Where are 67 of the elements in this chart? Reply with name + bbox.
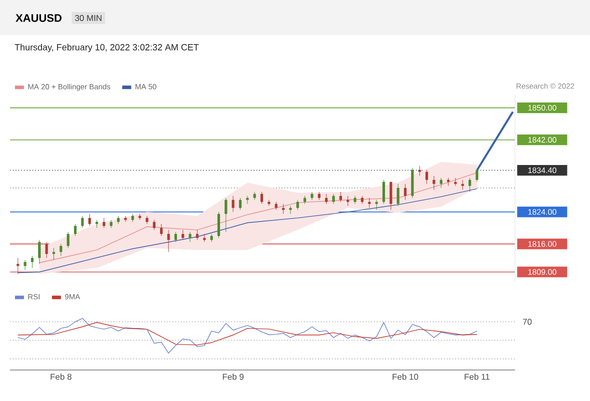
candlestick — [210, 234, 213, 242]
candlestick — [16, 258, 20, 274]
candlestick — [432, 176, 436, 190]
candlestick — [74, 224, 77, 236]
candlestick — [296, 200, 299, 210]
candlestick — [217, 212, 220, 238]
candlestick — [160, 224, 163, 236]
text: Thursday, February 10, 2022 3:02:32 AM CET — [14, 44, 199, 52]
x-tick-label: Feb 10 — [392, 374, 418, 380]
candlestick — [182, 230, 184, 240]
candlestick — [30, 256, 34, 268]
x-tick-label: Feb 11 — [464, 374, 490, 380]
candlestick — [339, 192, 342, 202]
candlestick — [282, 204, 285, 214]
y-tick-label: 1850.00 — [528, 104, 556, 111]
candlestick — [224, 198, 228, 232]
candlestick — [232, 196, 234, 212]
candlestick — [425, 170, 428, 184]
candlestick — [440, 178, 442, 188]
candlestick — [418, 166, 421, 176]
candlestick — [38, 240, 41, 264]
candlestick — [375, 200, 378, 210]
candlestick — [382, 180, 386, 204]
candlestick — [124, 216, 127, 222]
candlestick — [238, 198, 242, 210]
candlestick — [102, 218, 106, 228]
candlestick — [396, 184, 400, 206]
candlestick — [289, 206, 292, 214]
chart-subtitle: 30 MIN — [75, 14, 102, 21]
candlestick — [246, 196, 249, 204]
candlestick — [24, 260, 26, 270]
candlestick — [188, 232, 192, 242]
candlestick — [66, 232, 70, 248]
candlestick — [152, 220, 156, 230]
candlestick — [461, 180, 464, 190]
y-tick-label: 1834.40 — [528, 167, 556, 174]
candlestick — [454, 178, 457, 186]
candlestick — [146, 216, 148, 224]
candlestick — [404, 184, 407, 200]
candlestick — [346, 196, 350, 206]
text: 70 — [522, 318, 532, 325]
candlestick — [468, 178, 472, 192]
candlestick — [81, 216, 84, 228]
candlestick — [310, 192, 314, 200]
y-tick-label: 1809.00 — [528, 269, 556, 275]
y-tick-label: 1816.00 — [528, 241, 556, 247]
candlestick — [167, 230, 170, 252]
candlestick — [52, 248, 56, 260]
candlestick — [354, 196, 356, 204]
candlestick — [390, 182, 392, 210]
x-tick-label: Feb 9 — [222, 374, 244, 380]
candlestick — [196, 230, 199, 240]
line-series — [18, 188, 478, 274]
candlestick — [260, 192, 264, 204]
y-tick-label: 1824.00 — [528, 209, 556, 215]
chart-title: XAUUSD — [16, 14, 62, 22]
x-tick-label: Feb 8 — [50, 374, 72, 380]
candlestick — [88, 214, 91, 226]
candlestick — [332, 194, 335, 204]
candlestick — [174, 232, 178, 242]
candlestick — [368, 198, 371, 208]
candlestick — [325, 194, 328, 204]
candlestick — [268, 200, 270, 206]
candlestick — [60, 244, 62, 256]
candlestick — [45, 242, 48, 258]
y-tick-label: 1842.00 — [528, 137, 556, 143]
candlestick — [476, 170, 478, 182]
